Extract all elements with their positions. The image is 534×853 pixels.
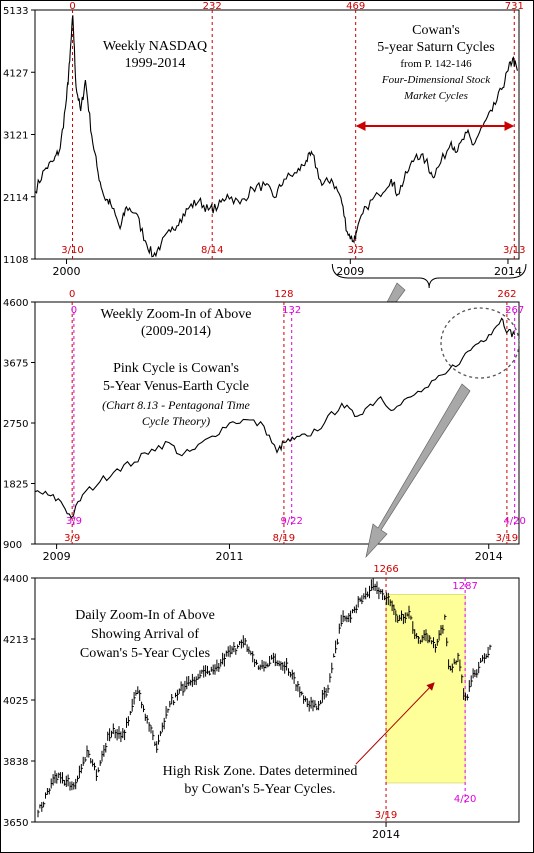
y-axis: 5133 4127 3121 2114 1108 — [3, 6, 35, 266]
annotation-subheading: 5-year Saturn Cycles — [377, 40, 494, 55]
saturn-cycle-date: 8/19 — [273, 533, 295, 544]
venus-earth-cycle-count: 267 — [505, 305, 524, 316]
venus-earth-cycle-date: 9/22 — [280, 516, 302, 527]
y-tick-label: 3650 — [3, 818, 28, 829]
venus-earth-line-1: Pink Cycle is Cowan's — [113, 361, 239, 376]
x-tick-label: 2000 — [53, 265, 81, 278]
annotation-book-1: Four-Dimensional Stock — [381, 74, 491, 86]
y-tick-label: 2114 — [3, 193, 28, 204]
venus-earth-cycle-date: 4/20 — [503, 516, 525, 527]
x-tick-label: 2009 — [336, 265, 364, 278]
saturn-cycle-count: 731 — [505, 1, 524, 12]
chart-reference-2: Cycle Theory) — [142, 414, 210, 428]
saturn-cycle-lines: 0 3/10 232 8/14 469 3/3 731 3/13 — [61, 1, 526, 259]
annotation-source: from P. 142-146 — [400, 58, 472, 70]
y-tick-label: 1108 — [3, 255, 28, 266]
nasdaq-weekly-line — [34, 15, 518, 258]
y-tick-label: 3121 — [3, 131, 28, 142]
y-tick-label: 4213 — [3, 635, 28, 646]
chart-subtitle: Showing Arrival of — [91, 627, 199, 642]
venus-earth-cycle-date: 4/20 — [454, 794, 476, 805]
saturn-cycle-count: 469 — [346, 1, 365, 12]
risk-zone-pointer — [355, 682, 435, 765]
venus-earth-cycle-count: 1287 — [452, 581, 477, 592]
saturn-cycle-date: 8/14 — [201, 245, 223, 256]
chart-title: Weekly NASDAQ — [103, 39, 207, 54]
saturn-cycle-date: 3/9 — [64, 533, 80, 544]
y-tick-label: 4127 — [3, 68, 28, 79]
chart-reference-1: (Chart 8.13 - Pentagonal Time — [102, 398, 250, 412]
y-tick-label: 3838 — [3, 757, 28, 768]
venus-earth-cycle-count: 132 — [282, 305, 301, 316]
y-tick-label: 3675 — [3, 359, 28, 370]
x-tick-label: 2014 — [372, 828, 400, 841]
chart-subtitle: (2009-2014) — [141, 324, 211, 339]
saturn-cycle-date: 3/13 — [503, 245, 525, 256]
saturn-cycle-count: 0 — [69, 289, 75, 300]
chart-subtitle-2: Cowan's 5-Year Cycles — [80, 646, 210, 661]
y-tick-label: 900 — [3, 540, 22, 551]
saturn-cycle-count: 1266 — [373, 564, 398, 575]
zoom-arrow-2 — [365, 383, 471, 559]
high-risk-zone — [385, 593, 466, 784]
cycle-lines: 1266 3/19 1287 4/20 — [373, 564, 478, 822]
risk-zone-note-2: by Cowan's 5-Year Cycles. — [184, 782, 335, 797]
saturn-cycle-date: 3/3 — [348, 245, 364, 256]
y-tick-label: 4600 — [3, 298, 28, 309]
risk-zone-note-1: High Risk Zone. Dates determined — [163, 764, 358, 779]
y-tick-label: 1825 — [3, 480, 28, 491]
x-axis: 2000 2009 2014 — [53, 259, 522, 278]
y-tick-label: 4025 — [3, 696, 28, 707]
venus-earth-cycle-date: 3/9 — [66, 516, 82, 527]
panel-weekly-2009-2014: 4600 3675 2750 1825 900 2009 2011 2014 0 3/9 128… — [3, 289, 526, 563]
y-tick-label: 5133 — [3, 6, 28, 17]
y-tick-label: 4400 — [3, 574, 28, 585]
nasdaq-weekly-zoom-line — [34, 317, 516, 519]
venus-earth-cycle-count: 0 — [71, 305, 77, 316]
panel-weekly-1999-2014: 5133 4127 3121 2114 1108 2000 2009 2014 0 3/10 2… — [3, 1, 526, 278]
panel-daily-2014: 4400 4213 4025 3838 3650 2014 1266 3/19 1287 4/… — [3, 564, 520, 841]
x-axis: 2009 2011 2014 — [43, 544, 503, 563]
cycle-lines: 0 3/9 128 8/19 262 3/19 0 3/9 132 9/22 267 4/20 — [64, 289, 526, 544]
zoom-circle — [440, 307, 520, 379]
annotation-heading: Cowan's — [412, 23, 460, 38]
saturn-cycle-date: 3/19 — [496, 533, 518, 544]
saturn-cycle-date: 3/10 — [61, 245, 83, 256]
saturn-cycle-count: 0 — [69, 1, 75, 12]
x-tick-label: 2014 — [494, 265, 522, 278]
x-tick-label: 2014 — [475, 550, 503, 563]
nasdaq-daily-bars — [37, 578, 492, 818]
y-tick-label: 2750 — [3, 419, 28, 430]
saturn-cycle-date: 3/19 — [375, 810, 397, 821]
chart-title: Weekly Zoom-In of Above — [101, 307, 252, 322]
zoom-bracket — [331, 263, 527, 289]
x-tick-label: 2009 — [43, 550, 71, 563]
y-axis: 4400 4213 4025 3838 3650 — [3, 574, 35, 829]
annotation-book-2: Market Cycles — [403, 90, 468, 102]
chart-title: Daily Zoom-In of Above — [75, 608, 215, 623]
plot-frame — [34, 9, 520, 260]
x-axis: 2014 — [372, 822, 400, 841]
saturn-cycle-count: 128 — [274, 289, 293, 300]
chart-subtitle: 1999-2014 — [125, 56, 186, 71]
saturn-cycle-count: 262 — [497, 289, 516, 300]
x-tick-label: 2011 — [215, 550, 243, 563]
saturn-cycle-count: 232 — [203, 1, 222, 12]
plot-frame — [34, 301, 520, 545]
y-axis: 4600 3675 2750 1825 900 — [3, 298, 35, 551]
venus-earth-line-2: 5-Year Venus-Earth Cycle — [103, 379, 249, 394]
